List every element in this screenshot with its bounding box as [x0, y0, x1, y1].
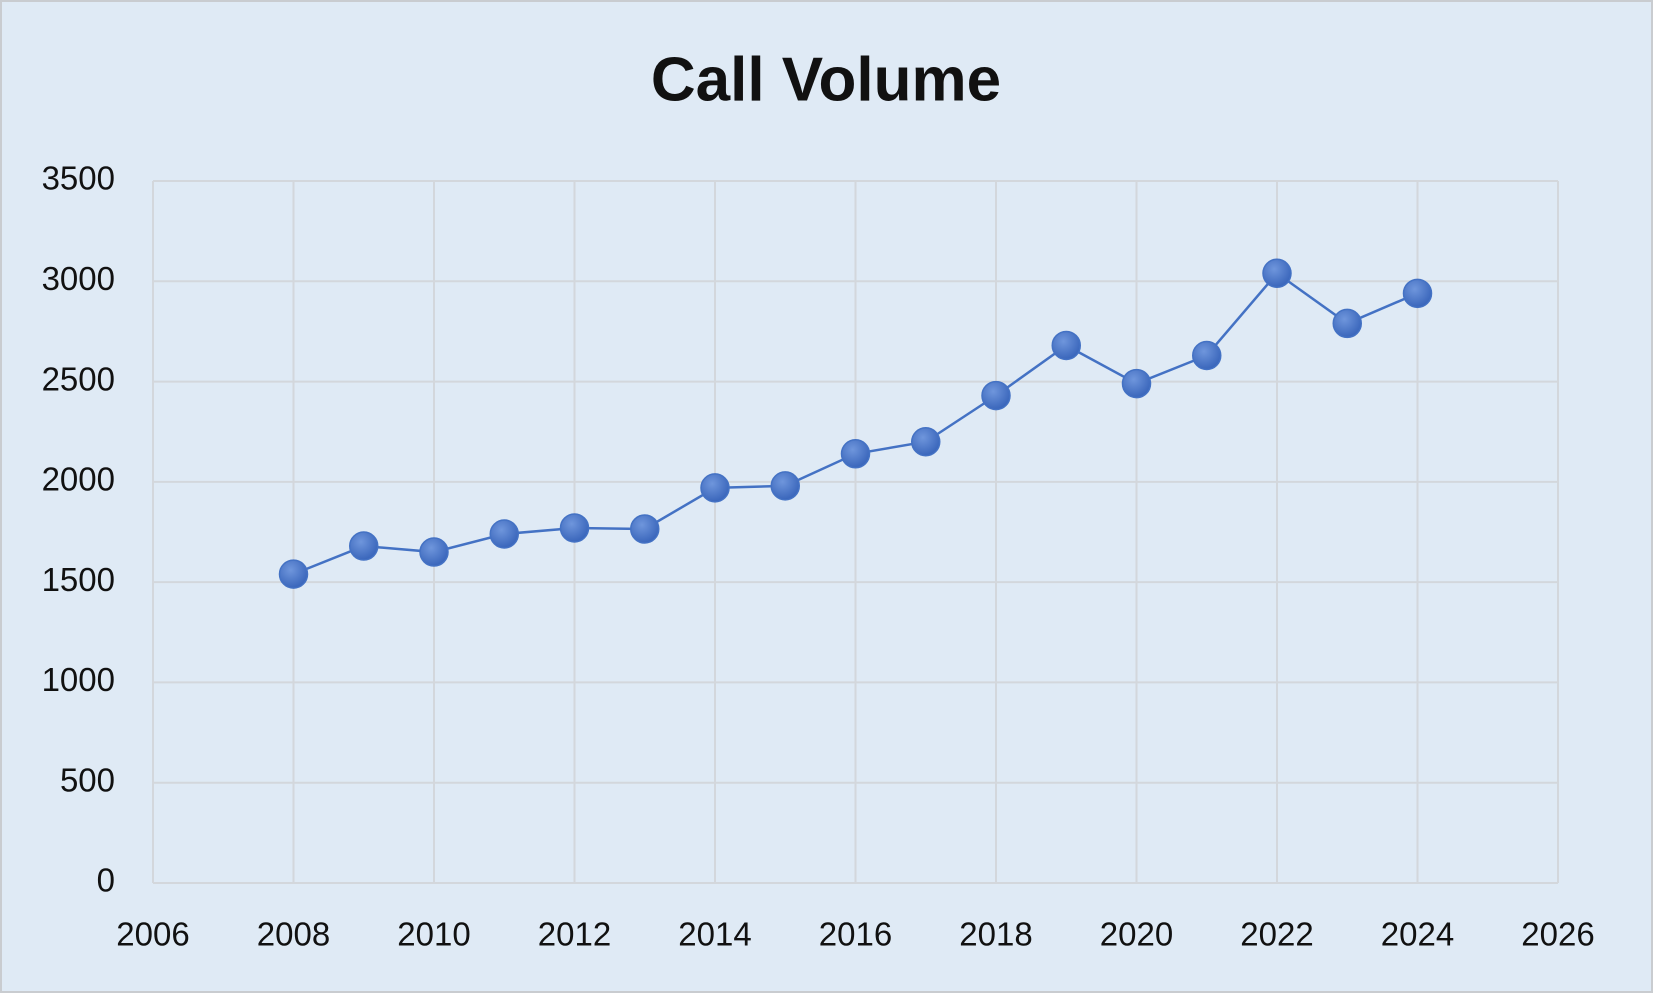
data-point: [1402, 278, 1433, 309]
data-point: [981, 380, 1011, 411]
x-tick-label: 2012: [538, 916, 611, 953]
data-point: [559, 513, 590, 543]
data-point: [278, 559, 309, 589]
data-point: [419, 537, 449, 567]
data-point: [911, 426, 941, 457]
y-tick-label: 1500: [42, 561, 115, 598]
data-point: [770, 471, 800, 501]
x-tick-label: 2014: [678, 916, 751, 953]
data-point: [1192, 340, 1222, 371]
data-point: [1332, 308, 1362, 339]
data-point: [349, 531, 379, 561]
y-tick-label: 0: [97, 862, 115, 899]
chart-title: Call Volume: [651, 45, 1001, 114]
x-tick-label: 2008: [257, 916, 330, 953]
x-tick-label: 2018: [959, 916, 1032, 953]
data-point: [1262, 258, 1292, 289]
data-point: [1121, 368, 1152, 399]
x-tick-label: 2006: [116, 916, 189, 953]
x-tick-label: 2022: [1240, 916, 1313, 953]
y-tick-label: 2500: [42, 360, 115, 397]
y-tick-label: 3000: [42, 260, 115, 297]
y-tick-label: 2000: [42, 461, 115, 498]
data-point: [840, 439, 871, 469]
data-point: [1051, 330, 1081, 361]
x-tick-label: 2026: [1521, 916, 1594, 953]
y-tick-label: 1000: [42, 661, 115, 698]
data-point: [489, 519, 519, 549]
x-tick-label: 2024: [1381, 916, 1454, 953]
x-tick-label: 2016: [819, 916, 892, 953]
y-tick-label: 3500: [42, 160, 115, 197]
x-tick-label: 2010: [397, 916, 470, 953]
data-point: [700, 473, 730, 503]
y-tick-label: 500: [60, 761, 115, 798]
data-point: [630, 514, 660, 544]
x-tick-label: 2020: [1100, 916, 1173, 953]
